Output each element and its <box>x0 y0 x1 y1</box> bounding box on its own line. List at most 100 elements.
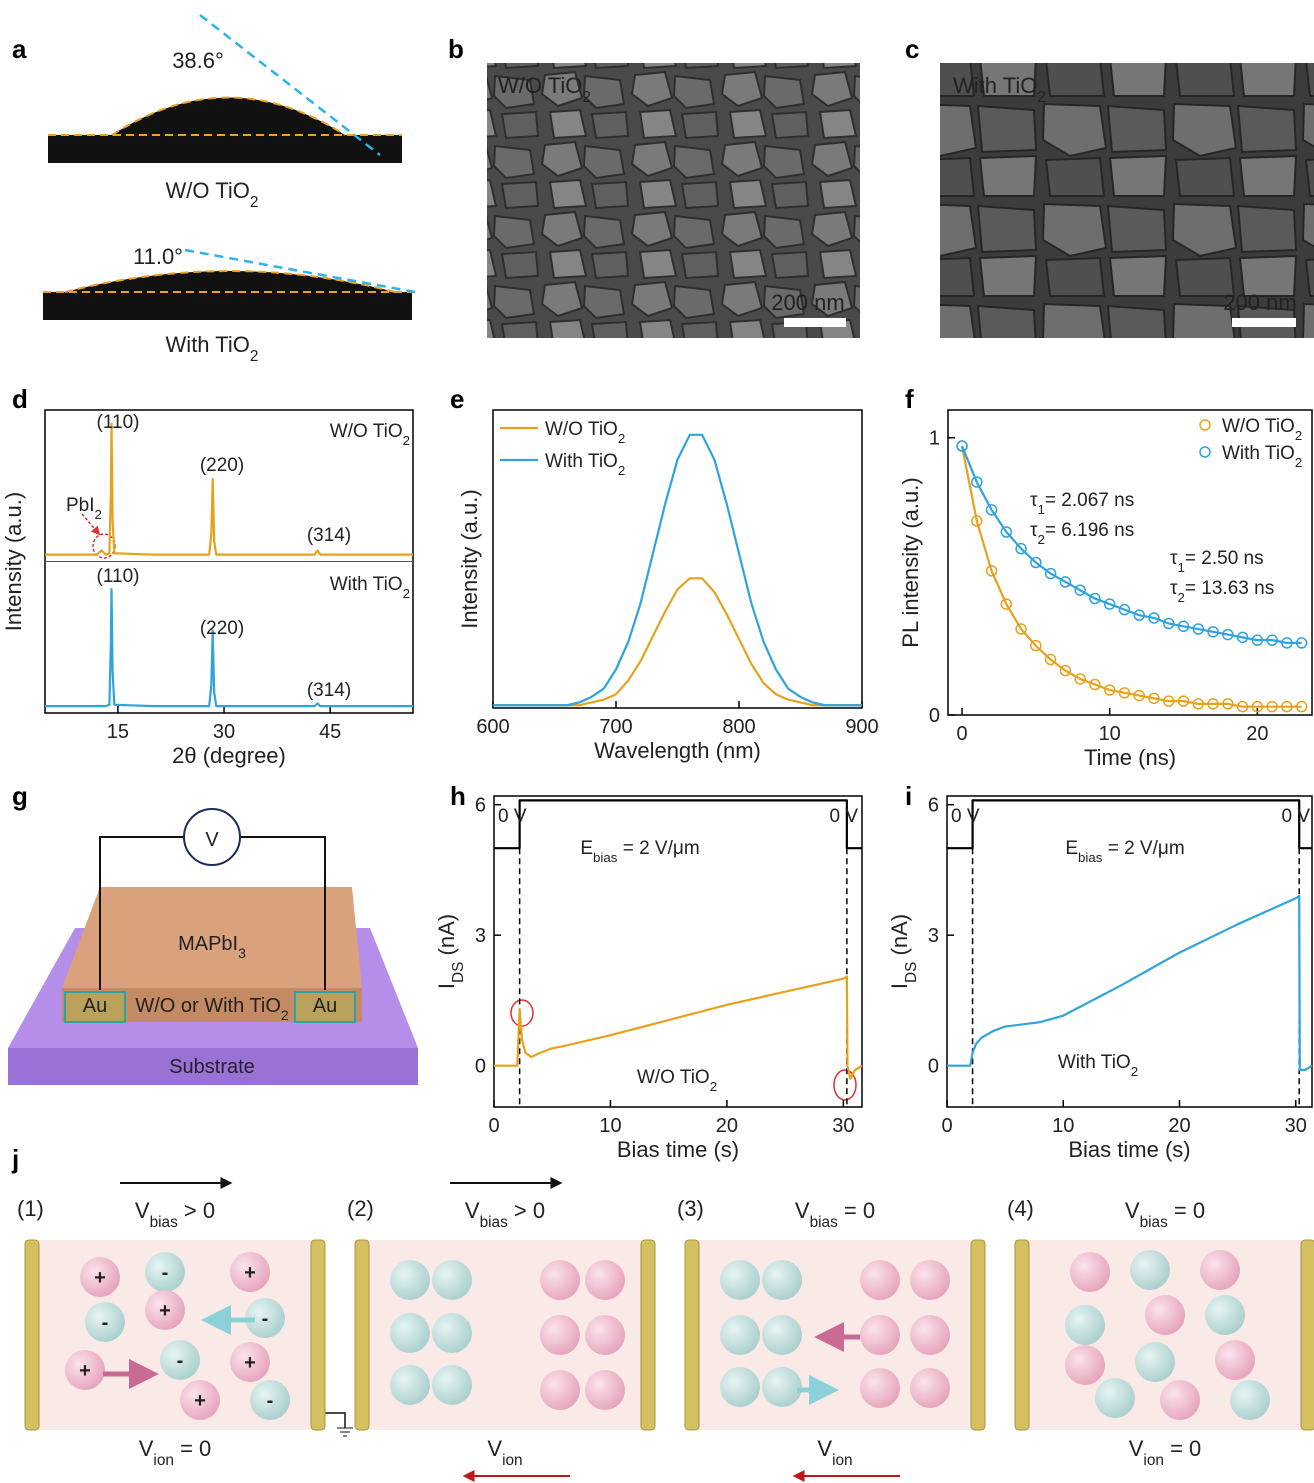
anion <box>1130 1250 1170 1290</box>
ion-label: Vion = 0 <box>139 1436 212 1469</box>
annotation: τ2= 13.63 ns <box>1170 578 1274 605</box>
ion-sign: + <box>94 1267 106 1289</box>
cation <box>1160 1380 1200 1420</box>
cation <box>540 1370 580 1410</box>
series-line <box>494 977 862 1079</box>
anion <box>720 1315 760 1355</box>
anion <box>390 1365 430 1405</box>
legend-label: With TiO2 <box>1222 443 1302 470</box>
legend-swatch <box>1200 447 1210 457</box>
ground-wire <box>325 1413 345 1428</box>
text-part: = 0 <box>1168 1198 1205 1223</box>
text-part: V <box>135 1198 150 1223</box>
text-part: W/O TiO <box>545 419 618 440</box>
text-part: With TiO <box>953 73 1037 98</box>
ion-sign: + <box>194 1390 206 1412</box>
x-tick-label: 600 <box>476 716 509 738</box>
anion <box>1135 1342 1175 1382</box>
anion <box>762 1315 802 1355</box>
scale-label: 200 nm <box>771 290 844 315</box>
text-part: V <box>817 1436 832 1461</box>
y-tick-label: 0 <box>475 1056 486 1078</box>
x-axis-label: Time (ns) <box>1084 745 1176 770</box>
text-part: = 2.50 ns <box>1185 548 1264 569</box>
ion-sign: - <box>262 1308 269 1330</box>
cation <box>910 1260 950 1300</box>
cation <box>1215 1340 1255 1380</box>
annotation: τ2= 6.196 ns <box>1030 520 1134 547</box>
annotation: (220) <box>200 455 244 476</box>
electrode-label: Au <box>83 995 107 1017</box>
series-line <box>493 435 862 705</box>
x-axis-label: Bias time (s) <box>617 1137 739 1162</box>
cation <box>860 1368 900 1408</box>
caption: With TiO2 <box>166 332 259 365</box>
text-part: E <box>1065 838 1078 859</box>
text-part: V <box>139 1436 154 1461</box>
annotation: (314) <box>307 525 351 546</box>
y-tick-label: 0 <box>928 1056 939 1078</box>
highlight <box>511 1000 533 1026</box>
legend-label: W/O TiO2 <box>545 419 625 446</box>
subscript: 1 <box>1038 502 1045 517</box>
text-part: PbI <box>66 495 95 516</box>
electrode <box>25 1240 39 1430</box>
bias-label: Vbias > 0 <box>135 1198 215 1231</box>
subscript: 2 <box>403 586 410 601</box>
annotation: (110) <box>97 566 140 587</box>
text-part: (nA) <box>887 914 912 962</box>
panel-label: g <box>12 781 28 811</box>
annotation: 0 V <box>498 806 527 827</box>
text-part: V <box>465 1198 480 1223</box>
text-part: (110) <box>97 566 140 587</box>
subscript: bias <box>810 1214 839 1231</box>
subscript: 2 <box>250 194 259 211</box>
anion <box>762 1260 802 1300</box>
scale-bar <box>1232 318 1296 327</box>
electrode <box>641 1240 655 1430</box>
step-label: (1) <box>17 1196 44 1221</box>
cation <box>910 1368 950 1408</box>
subscript: 2 <box>618 431 625 446</box>
legend-swatch <box>1200 420 1210 430</box>
panel-label: h <box>450 781 466 811</box>
text-part: (nA) <box>434 914 459 962</box>
subscript: 2 <box>1037 89 1046 106</box>
text-part: 0 V <box>829 806 858 827</box>
x-axis-label: Wavelength (nm) <box>594 738 761 763</box>
ion-sign: - <box>162 1262 169 1284</box>
anion <box>390 1313 430 1353</box>
subscript: 2 <box>618 463 625 478</box>
subscript: bias <box>1140 1214 1169 1231</box>
subscript: 2 <box>250 348 259 365</box>
cation <box>910 1315 950 1355</box>
text-part: (220) <box>200 618 244 639</box>
annotation: 0 V <box>829 806 858 827</box>
x-tick-label: 20 <box>1246 723 1268 745</box>
text-part: With TiO <box>1222 443 1295 464</box>
x-tick-label: 45 <box>319 721 341 743</box>
anion <box>1095 1378 1135 1418</box>
cation <box>1200 1250 1240 1290</box>
y-axis-label: Intensity (a.u.) <box>457 489 482 628</box>
subscript: 2 <box>281 1007 289 1023</box>
y-tick-label: 6 <box>928 795 939 817</box>
anion <box>432 1313 472 1353</box>
subscript: 3 <box>238 945 246 961</box>
x-tick-label: 15 <box>107 721 129 743</box>
y-tick-label: 3 <box>928 925 939 947</box>
x-tick-label: 0 <box>941 1115 952 1137</box>
subscript: 1 <box>1178 560 1185 575</box>
anion <box>390 1260 430 1300</box>
text-part: V <box>795 1198 810 1223</box>
x-tick-label: 800 <box>722 716 755 738</box>
subscript: DS <box>450 962 467 983</box>
series-line <box>493 578 862 705</box>
angle-label: 11.0° <box>133 244 183 269</box>
ion-sign: - <box>177 1350 184 1372</box>
anion <box>720 1260 760 1300</box>
x-tick-label: 10 <box>599 1115 621 1137</box>
panel-label: d <box>12 384 28 414</box>
annotation: PbI2 <box>66 495 102 522</box>
bias-label: Vbias = 0 <box>1125 1198 1205 1231</box>
